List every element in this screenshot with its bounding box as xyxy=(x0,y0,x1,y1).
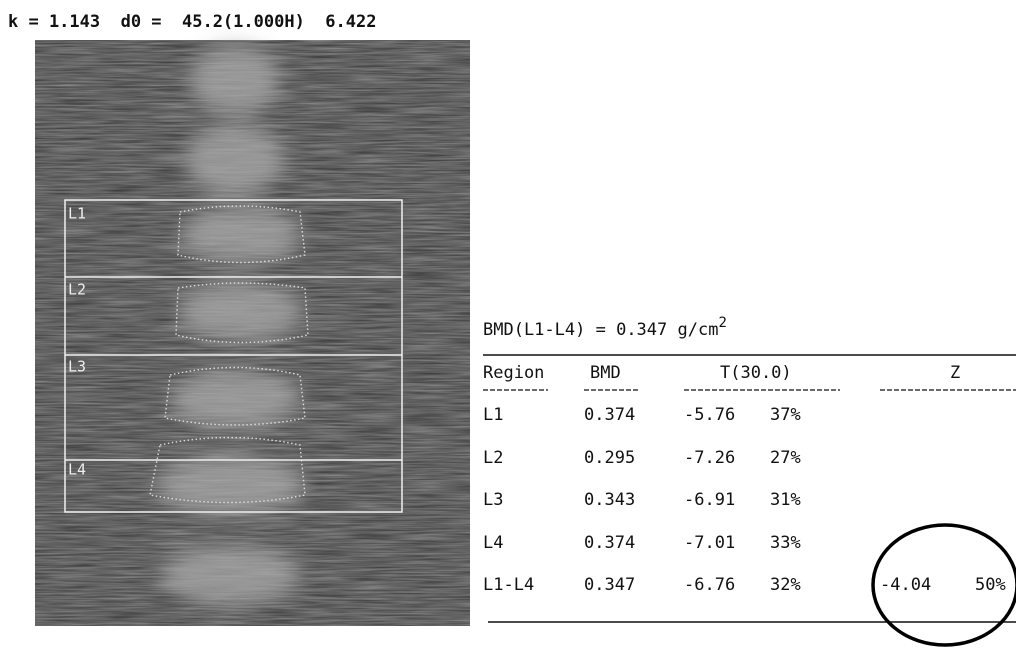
region-label: L4 xyxy=(68,461,86,479)
summary-unit: g/cm xyxy=(678,320,719,340)
table-cell: -6.91 xyxy=(684,490,735,510)
table-cell: 31% xyxy=(770,490,801,510)
column-header: BMD xyxy=(590,363,621,383)
column-header: T(30.0) xyxy=(720,363,792,383)
table-cell: 0.343 xyxy=(584,490,635,510)
table-cell: L3 xyxy=(483,490,503,510)
table-cell: 27% xyxy=(770,448,801,468)
header-text: k = 1.143 d0 = 45.2(1.000H) 6.422 xyxy=(8,12,376,32)
highlight-circle xyxy=(871,523,1016,647)
summary: BMD(L1-L4) = 0.347 g/cm2 xyxy=(483,315,727,340)
table-cell: 0.347 xyxy=(584,575,635,595)
column-header: Region xyxy=(483,363,544,383)
table-cell: L1 xyxy=(483,405,503,425)
table-cell: -7.26 xyxy=(684,448,735,468)
table-cell: L4 xyxy=(483,533,503,553)
scan-image: L1 L2 L3 L4 xyxy=(35,40,470,626)
summary-exponent: 2 xyxy=(718,315,726,331)
table-cell: 0.295 xyxy=(584,448,635,468)
column-header: Z xyxy=(950,363,960,383)
region-label: L2 xyxy=(68,281,86,299)
table-cell: 37% xyxy=(770,405,801,425)
table-cell: 0.374 xyxy=(584,405,635,425)
table-cell: 32% xyxy=(770,575,801,595)
summary-value: 0.347 xyxy=(616,320,667,340)
table-cell: 33% xyxy=(770,533,801,553)
table-cell: -4.04 xyxy=(880,575,931,595)
table-cell: L1-L4 xyxy=(483,575,534,595)
table-cell: 50% xyxy=(975,575,1006,595)
region-label: L1 xyxy=(68,205,86,223)
table-cell: -6.76 xyxy=(684,575,735,595)
region-label: L3 xyxy=(68,358,86,376)
table-cell: 0.374 xyxy=(584,533,635,553)
table-cell: L2 xyxy=(483,448,503,468)
table-cell: -7.01 xyxy=(684,533,735,553)
table-cell: -5.76 xyxy=(684,405,735,425)
summary-label: BMD(L1-L4) = xyxy=(483,320,606,340)
